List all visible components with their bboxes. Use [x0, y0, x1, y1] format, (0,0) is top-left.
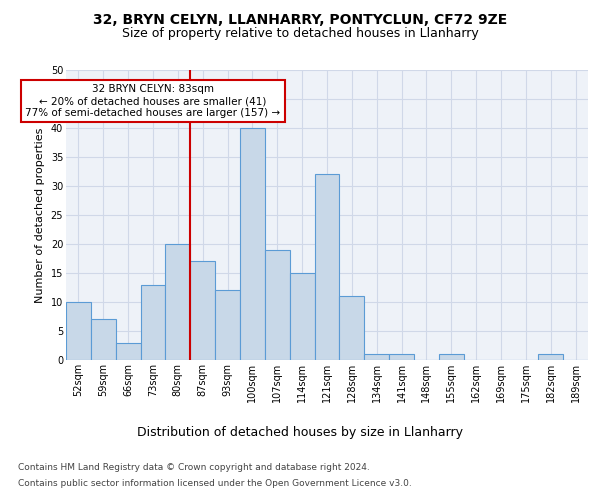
Bar: [265, 250, 290, 360]
Bar: [91, 320, 116, 360]
Bar: [389, 354, 414, 360]
Text: Distribution of detached houses by size in Llanharry: Distribution of detached houses by size …: [137, 426, 463, 439]
Text: 32 BRYN CELYN: 83sqm
← 20% of detached houses are smaller (41)
77% of semi-detac: 32 BRYN CELYN: 83sqm ← 20% of detached h…: [25, 84, 281, 117]
Bar: [166, 244, 190, 360]
Bar: [66, 302, 91, 360]
Y-axis label: Number of detached properties: Number of detached properties: [35, 128, 45, 302]
Bar: [340, 296, 364, 360]
Bar: [116, 342, 140, 360]
Bar: [190, 262, 215, 360]
Text: Contains HM Land Registry data © Crown copyright and database right 2024.: Contains HM Land Registry data © Crown c…: [18, 464, 370, 472]
Bar: [290, 273, 314, 360]
Bar: [364, 354, 389, 360]
Bar: [215, 290, 240, 360]
Bar: [140, 284, 166, 360]
Text: Size of property relative to detached houses in Llanharry: Size of property relative to detached ho…: [122, 28, 478, 40]
Bar: [240, 128, 265, 360]
Bar: [314, 174, 340, 360]
Bar: [439, 354, 464, 360]
Text: Contains public sector information licensed under the Open Government Licence v3: Contains public sector information licen…: [18, 478, 412, 488]
Text: 32, BRYN CELYN, LLANHARRY, PONTYCLUN, CF72 9ZE: 32, BRYN CELYN, LLANHARRY, PONTYCLUN, CF…: [93, 12, 507, 26]
Bar: [538, 354, 563, 360]
